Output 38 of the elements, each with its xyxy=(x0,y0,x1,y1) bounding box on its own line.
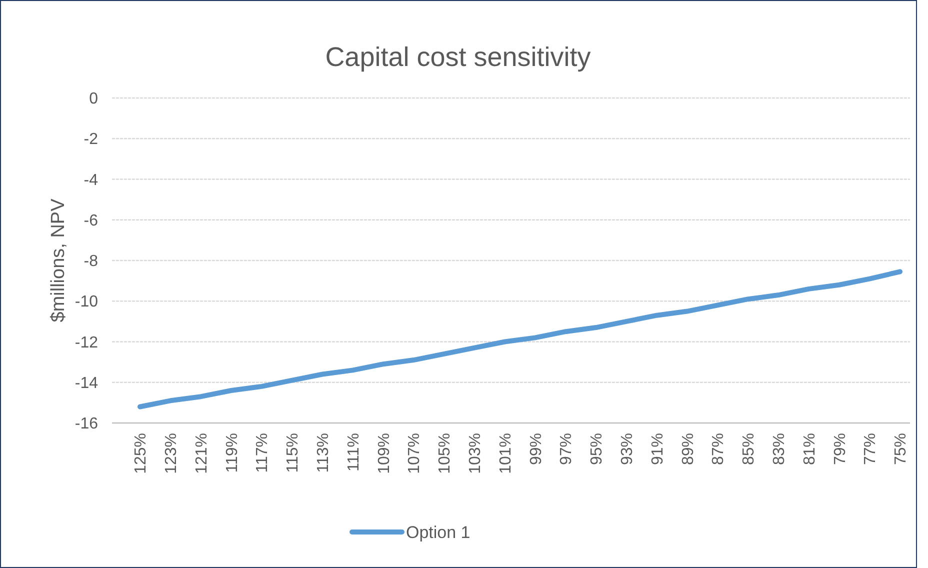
x-tick-label: 123% xyxy=(163,433,180,474)
y-tick-label: -2 xyxy=(84,131,98,148)
chart-title: Capital cost sensitivity xyxy=(325,42,592,72)
x-tick-label: 125% xyxy=(132,433,150,474)
x-tick-label: 93% xyxy=(619,433,636,466)
x-tick-label: 111% xyxy=(345,433,362,472)
x-tick-label: 91% xyxy=(649,433,666,466)
x-tick-label: 99% xyxy=(528,433,545,466)
x-tick-label: 75% xyxy=(892,433,910,466)
x-tick-label: 89% xyxy=(680,433,697,466)
x-tick-label: 85% xyxy=(740,433,758,466)
x-tick-label: 115% xyxy=(284,433,302,473)
x-tick-label: 83% xyxy=(771,433,788,466)
x-tick-label: 121% xyxy=(193,433,210,474)
y-axis-title: $millions, NPV xyxy=(48,198,69,322)
x-tick-label: 101% xyxy=(497,433,514,474)
y-tick-label: -6 xyxy=(84,212,98,230)
x-tick-label: 109% xyxy=(376,433,393,474)
x-tick-label: 105% xyxy=(436,433,454,474)
legend-label: Option 1 xyxy=(406,522,470,542)
x-tick-label: 103% xyxy=(467,433,484,474)
x-tick-label: 95% xyxy=(588,433,606,466)
x-tick-label: 79% xyxy=(832,433,849,466)
y-tick-label: -14 xyxy=(74,374,98,392)
y-tick-label: 0 xyxy=(89,90,98,108)
x-tick-label: 117% xyxy=(254,433,272,473)
x-tick-label: 87% xyxy=(710,433,728,466)
x-tick-label: 97% xyxy=(558,433,576,466)
y-tick-label: -10 xyxy=(74,294,98,311)
y-tick-label: -8 xyxy=(84,253,98,270)
y-tick-label: -12 xyxy=(74,334,98,352)
x-tick-label: 77% xyxy=(862,433,880,466)
x-tick-label: 113% xyxy=(315,433,332,473)
x-tick-label: 107% xyxy=(406,433,424,474)
y-tick-label: -4 xyxy=(84,172,98,189)
y-tick-label: -16 xyxy=(74,416,98,433)
x-tick-label: 81% xyxy=(801,433,818,466)
x-tick-label: 119% xyxy=(224,433,241,473)
